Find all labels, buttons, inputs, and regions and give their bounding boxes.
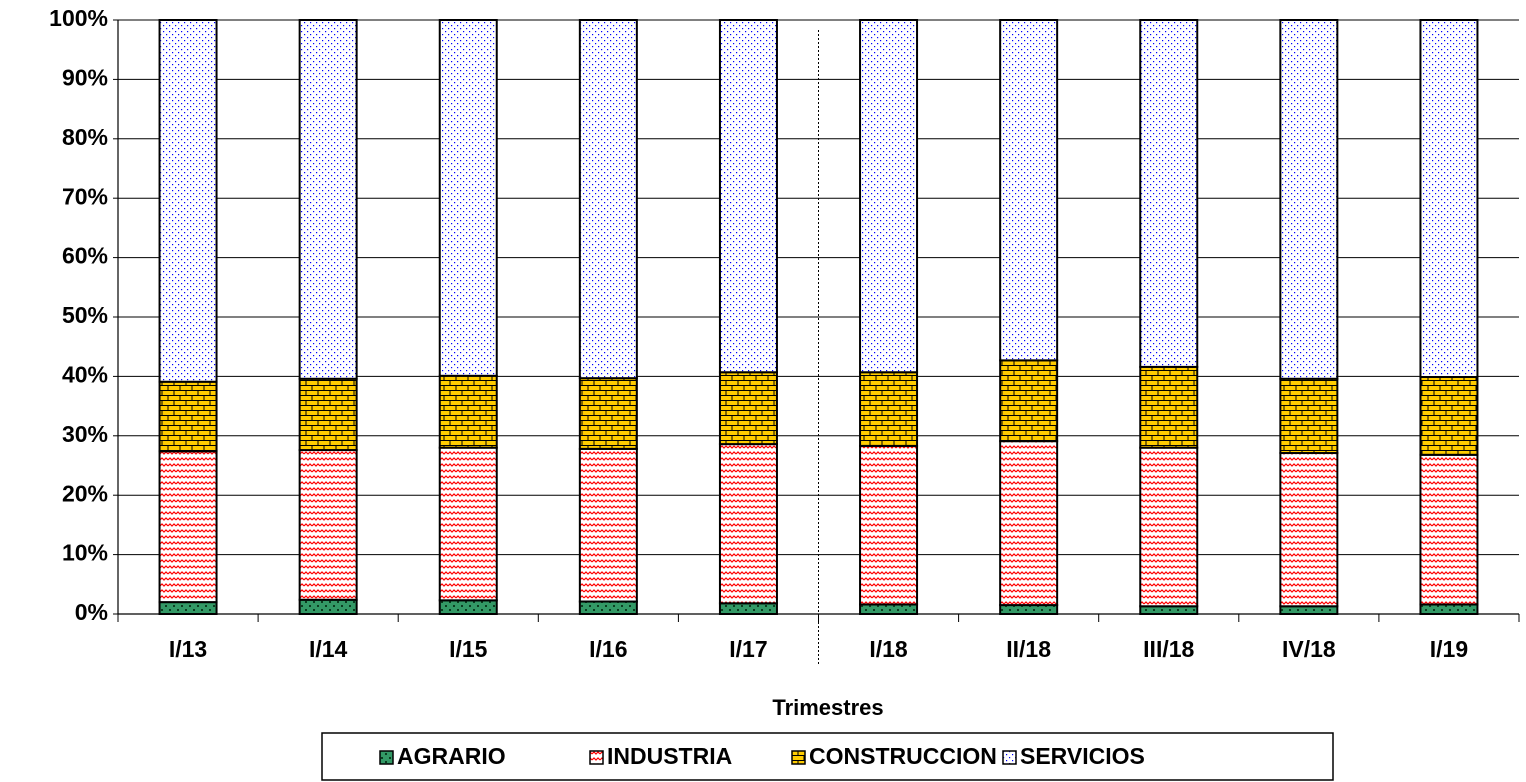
bar-segment bbox=[1279, 605, 1339, 616]
bar-segment bbox=[999, 440, 1059, 607]
legend-swatch bbox=[379, 750, 394, 765]
bar-segment bbox=[578, 600, 638, 616]
x-tick-label: I/16 bbox=[589, 636, 627, 662]
bar-segment bbox=[999, 19, 1059, 362]
bar-segment bbox=[158, 601, 218, 615]
legend-box bbox=[321, 732, 1334, 781]
y-tick-label: 30% bbox=[62, 421, 108, 447]
x-tick-label: I/15 bbox=[449, 636, 488, 662]
legend-label: INDUSTRIA bbox=[607, 743, 732, 769]
bar-segment bbox=[859, 371, 919, 447]
bar-segment bbox=[1419, 375, 1479, 456]
x-tick-label: I/13 bbox=[169, 636, 207, 662]
bar-segment bbox=[718, 443, 778, 605]
bar-segment bbox=[1139, 446, 1199, 608]
bar-segment bbox=[298, 19, 358, 380]
bar-segment bbox=[1419, 603, 1479, 615]
bar-segment bbox=[1419, 453, 1479, 606]
bar-segment bbox=[1279, 19, 1339, 380]
bar-segment bbox=[438, 599, 498, 616]
bar-segment bbox=[859, 444, 919, 606]
y-tick-label: 90% bbox=[62, 64, 108, 90]
y-tick-label: 50% bbox=[62, 302, 108, 328]
bar-segment bbox=[1139, 365, 1199, 449]
legend-label: CONSTRUCCION bbox=[809, 743, 997, 769]
x-tick-label: I/14 bbox=[309, 636, 348, 662]
bar-segment bbox=[718, 19, 778, 374]
x-tick-label: I/17 bbox=[729, 636, 767, 662]
bar-segment bbox=[578, 377, 638, 450]
y-tick-label: 0% bbox=[75, 599, 108, 625]
bar-segment bbox=[1279, 377, 1339, 455]
bar-segment bbox=[158, 450, 218, 604]
bar-segment bbox=[438, 446, 498, 602]
bar-segment bbox=[999, 359, 1059, 443]
x-axis-title: Trimestres bbox=[772, 695, 883, 720]
y-tick-label: 20% bbox=[62, 480, 108, 506]
y-tick-label: 100% bbox=[49, 5, 108, 31]
bar-segment bbox=[158, 19, 218, 383]
bar-segment bbox=[438, 374, 498, 449]
x-tick-label: IV/18 bbox=[1282, 636, 1336, 662]
legend-swatch bbox=[791, 750, 806, 765]
y-tick-label: 40% bbox=[62, 361, 108, 387]
bar-segment bbox=[298, 449, 358, 601]
x-tick-label: I/19 bbox=[1430, 636, 1468, 662]
x-tick-label: I/18 bbox=[869, 636, 908, 662]
y-tick-label: 60% bbox=[62, 243, 108, 269]
legend-swatch bbox=[1002, 750, 1017, 765]
y-tick-label: 10% bbox=[62, 540, 108, 566]
x-tick-label: III/18 bbox=[1143, 636, 1194, 662]
bar-segment bbox=[1139, 605, 1199, 616]
bar-segment bbox=[1279, 452, 1339, 608]
bar-segment bbox=[718, 602, 778, 615]
bar-segment bbox=[298, 598, 358, 616]
bar-segment bbox=[158, 380, 218, 453]
bar-segment bbox=[718, 371, 778, 446]
legend-label: SERVICIOS bbox=[1020, 743, 1145, 769]
legend-swatch bbox=[589, 750, 604, 765]
x-tick-label: II/18 bbox=[1006, 636, 1051, 662]
y-tick-label: 80% bbox=[62, 124, 108, 150]
bar-segment bbox=[438, 19, 498, 377]
bar-segment bbox=[859, 19, 919, 374]
bar-segment bbox=[1139, 19, 1199, 368]
bar-segment bbox=[578, 19, 638, 380]
y-tick-label: 70% bbox=[62, 183, 108, 209]
bar-segment bbox=[859, 603, 919, 615]
bar-segment bbox=[999, 604, 1059, 616]
bar-segment bbox=[1419, 19, 1479, 378]
legend-label: AGRARIO bbox=[397, 743, 506, 769]
bar-segment bbox=[298, 377, 358, 452]
bar-segment bbox=[578, 447, 638, 603]
